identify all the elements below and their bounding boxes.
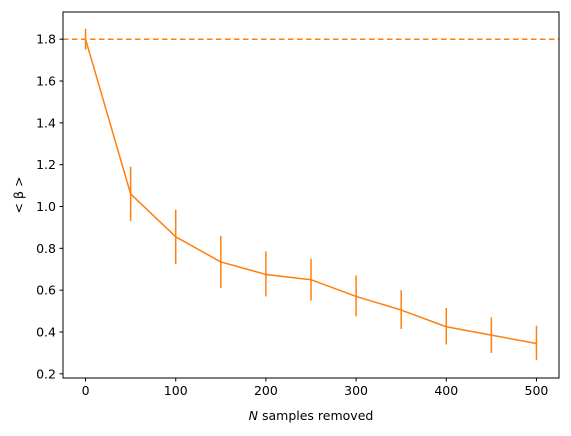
y-tick-label: 1.6 <box>36 74 56 89</box>
data-point <box>219 260 222 263</box>
y-tick-label: 1.4 <box>36 115 56 130</box>
data-point <box>355 295 358 298</box>
x-tick-label: 100 <box>164 383 188 398</box>
y-tick-label: 1.0 <box>36 199 56 214</box>
x-tick-label: 0 <box>82 383 90 398</box>
plot-background <box>63 12 559 378</box>
data-point <box>490 334 493 337</box>
y-tick-label: 1.8 <box>36 32 56 47</box>
data-point <box>174 235 177 238</box>
y-tick-label: 1.2 <box>36 157 56 172</box>
y-tick-label: 0.2 <box>36 366 56 381</box>
data-point <box>129 192 132 195</box>
data-point <box>400 309 403 312</box>
y-tick-label: 0.6 <box>36 283 56 298</box>
y-tick-label: 0.8 <box>36 241 56 256</box>
data-point <box>310 278 312 281</box>
data-point <box>264 273 267 276</box>
data-point <box>535 342 538 345</box>
x-tick-label: 300 <box>344 383 368 398</box>
x-tick-label: 500 <box>525 383 549 398</box>
data-point <box>84 38 87 41</box>
x-tick-label: 200 <box>254 383 278 398</box>
x-axis-label: N samples removed <box>249 408 374 423</box>
x-axis-label-text: samples removed <box>258 408 373 423</box>
y-tick-label: 0.4 <box>36 324 56 339</box>
chart-marks <box>63 28 559 361</box>
x-tick-label: 400 <box>434 383 458 398</box>
plot-frame <box>62 11 560 379</box>
x-axis-label-variable: N <box>249 408 259 423</box>
axes: 0 100 200 300 400 500 0.2 0.4 0.6 0.8 1.0 1.2 1.4 1.6… <box>36 11 560 398</box>
data-point <box>445 325 448 328</box>
y-axis-label: < β > <box>11 177 26 214</box>
